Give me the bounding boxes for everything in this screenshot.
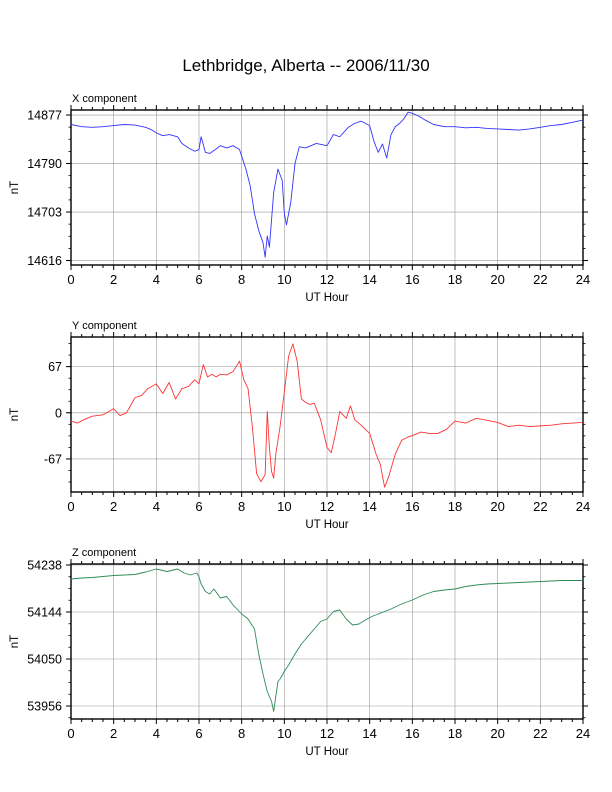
y-tick-label: 67 xyxy=(48,360,62,374)
x-tick-label: 18 xyxy=(448,272,462,287)
x-tick-label: 8 xyxy=(238,272,245,287)
y-tick-label: 14703 xyxy=(27,206,62,220)
x-tick-label: 4 xyxy=(153,726,160,741)
x-tick-label: 20 xyxy=(490,272,504,287)
x-tick-label: 2 xyxy=(110,499,117,514)
x-tick-label: 12 xyxy=(320,499,334,514)
panel-z-component: 0 2 4 6 8 10 12 14 16 18 20 22 245395654050541445423… xyxy=(9,547,590,758)
x-tick-label: 16 xyxy=(405,272,419,287)
y-tick-label: 54050 xyxy=(27,653,62,667)
x-tick-label: 10 xyxy=(277,726,291,741)
x-tick-label: 16 xyxy=(405,499,419,514)
x-tick-label: 4 xyxy=(153,272,160,287)
x-tick-label: 0 xyxy=(67,726,74,741)
x-tick-label: 0 xyxy=(67,499,74,514)
x-tick-label: 10 xyxy=(277,272,291,287)
x-tick-label: 10 xyxy=(277,499,291,514)
x-tick-label: 18 xyxy=(448,726,462,741)
x-tick-label: 12 xyxy=(320,726,334,741)
x-tick-label: 4 xyxy=(153,499,160,514)
x-tick-label: 12 xyxy=(320,272,334,287)
series-line xyxy=(70,111,584,258)
x-tick-label: 24 xyxy=(576,726,590,741)
series-line xyxy=(70,568,583,712)
x-tick-label: 16 xyxy=(405,726,419,741)
x-tick-label: 18 xyxy=(448,499,462,514)
y-tick-label: 54144 xyxy=(27,606,62,620)
x-tick-label: 2 xyxy=(110,726,117,741)
y-tick-label: 0 xyxy=(55,406,62,420)
x-tick-label: 20 xyxy=(490,499,504,514)
x-tick-label: 6 xyxy=(195,499,202,514)
panel-label: X component xyxy=(72,93,137,105)
y-tick-label: 53956 xyxy=(27,700,62,714)
x-tick-label: 22 xyxy=(533,272,547,287)
x-axis-label: UT Hour xyxy=(305,746,348,758)
y-tick-label: 14790 xyxy=(27,157,62,171)
x-tick-label: 2 xyxy=(110,272,117,287)
y-axis-label: nT xyxy=(9,181,21,194)
x-tick-label: 6 xyxy=(195,726,202,741)
x-tick-label: 22 xyxy=(533,726,547,741)
y-axis-label: nT xyxy=(9,635,21,648)
x-tick-label: 8 xyxy=(238,726,245,741)
x-tick-label: 24 xyxy=(576,499,590,514)
page-title: Lethbridge, Alberta -- 2006/11/30 xyxy=(182,56,430,75)
series-line xyxy=(70,343,584,488)
x-tick-label: 22 xyxy=(533,499,547,514)
x-tick-label: 14 xyxy=(362,726,376,741)
y-axis-label: nT xyxy=(9,408,21,421)
x-tick-label: 8 xyxy=(238,499,245,514)
x-tick-label: 20 xyxy=(490,726,504,741)
x-axis-label: UT Hour xyxy=(305,519,348,531)
x-tick-label: 0 xyxy=(67,272,74,287)
panel-x-component: 0 2 4 6 8 10 12 14 16 18 20 22 241461614703147901487… xyxy=(9,93,590,304)
y-tick-label: 14616 xyxy=(27,254,62,268)
y-tick-label: 54238 xyxy=(27,559,62,573)
x-tick-label: 24 xyxy=(576,272,590,287)
y-tick-label: -67 xyxy=(44,452,62,466)
x-axis-label: UT Hour xyxy=(305,292,348,304)
panel-label: Z component xyxy=(72,547,136,559)
y-tick-label: 14877 xyxy=(27,109,62,123)
panel-label: Y component xyxy=(72,320,137,332)
x-tick-label: 14 xyxy=(362,499,376,514)
x-tick-label: 6 xyxy=(195,272,202,287)
x-tick-label: 14 xyxy=(362,272,376,287)
